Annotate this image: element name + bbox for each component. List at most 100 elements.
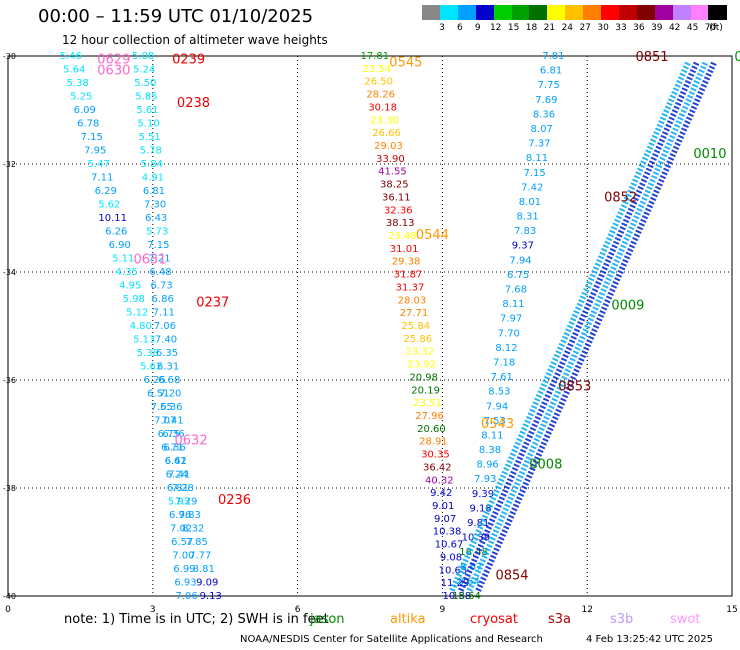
scale-swatch [636, 5, 656, 20]
wave-height-value: 7.02 [170, 524, 192, 535]
wave-height-value: 6.86 [152, 294, 174, 305]
scale-swatch [583, 5, 603, 20]
pass-label: 0238 [177, 96, 210, 111]
wave-height-value: 7.30 [144, 200, 166, 211]
scale-label: 42 [668, 23, 681, 33]
grid-lines [7, 55, 733, 597]
pass-label: 0545 [389, 55, 422, 70]
wave-height-value: 5.84 [141, 159, 163, 170]
wave-height-value: 20.19 [411, 385, 440, 396]
pass-label: 0008 [529, 458, 562, 473]
wave-height-value: 5.62 [140, 362, 162, 373]
wave-height-value: 9.81 [467, 518, 489, 529]
wave-height-value: 10.67 [435, 540, 464, 551]
wave-height-value: 4.80 [130, 321, 152, 332]
scale-label: 30 [597, 23, 609, 33]
wave-height-value: 30.18 [368, 102, 397, 113]
wave-height-value: 6.93 [174, 578, 196, 589]
wave-height-value: 6.26 [105, 227, 127, 238]
scale-swatch [439, 5, 459, 20]
wave-height-value: 4.91 [142, 173, 164, 184]
wave-height-value: 5.08 [132, 51, 154, 62]
wave-height-value: 5.51 [139, 132, 161, 143]
wave-height-value: 6.36 [160, 402, 182, 413]
wave-height-value: 6.31 [157, 362, 179, 373]
track-strip [458, 60, 700, 592]
wave-height-value: 10.11 [98, 213, 127, 224]
wave-height-value: 7.11 [91, 173, 113, 184]
wave-height-value: 18.48 [459, 547, 488, 558]
wave-height-value: 7.69 [535, 95, 557, 106]
wave-height-value: 28.03 [398, 295, 427, 306]
wave-height-value: 8.12 [495, 343, 517, 354]
wave-height-value: 6.73 [150, 281, 172, 292]
wave-height-value: 7.95 [84, 146, 106, 157]
wave-height-value: 26.66 [372, 128, 401, 139]
wave-height-value: 7.15 [147, 240, 169, 251]
wave-height-value: 7.75 [538, 80, 560, 91]
wave-height-value: 8.31 [516, 212, 538, 223]
pass-label: 0239 [172, 53, 205, 68]
wave-height-value: 6.51 [147, 389, 169, 400]
scale-label: 33 [615, 23, 627, 33]
wave-height-value: 6.48 [149, 267, 171, 278]
scale-swatch [690, 5, 710, 20]
wave-height-value: 6.81 [143, 186, 165, 197]
legend-s3b: s3b [610, 612, 634, 627]
wave-height-value: 9.13 [200, 591, 222, 602]
scale-swatch [618, 5, 638, 20]
pass-label: 0543 [481, 417, 514, 432]
wave-height-value: 9.39 [472, 489, 494, 500]
wave-height-value: 28.26 [366, 90, 395, 101]
wave-height-value: 20.60 [417, 424, 446, 435]
wave-height-value: 6.99 [173, 564, 195, 575]
wave-height-value: 5.85 [135, 92, 157, 103]
wave-height-value: 23.92 [407, 360, 436, 371]
pass-label: 0544 [416, 228, 449, 243]
scale-label: 27 [579, 23, 591, 33]
wave-height-value: 6.90 [109, 240, 131, 251]
wave-height-value: 6.24 [166, 470, 188, 481]
legend-jason: jason [310, 612, 345, 627]
wave-height-value: 7.06 [175, 591, 197, 602]
legend-altika: altika [390, 612, 426, 627]
wave-height-value: 6.71 [161, 443, 183, 454]
wave-height-value: 5.98 [123, 294, 145, 305]
wave-height-value: 6.35 [156, 348, 178, 359]
wave-height-value: 8.01 [519, 197, 541, 208]
wave-height-value: 5.73 [146, 227, 168, 238]
scale-swatch [475, 5, 495, 20]
wave-height-value: 7.21 [148, 254, 170, 265]
pass-label: 0854 [495, 568, 528, 583]
wave-height-value: 7.97 [500, 314, 522, 325]
scale-swatch [511, 5, 531, 20]
wave-height-value: 5.64 [63, 65, 85, 76]
pass-label: 0 [734, 50, 740, 65]
wave-height-value: 27.71 [400, 308, 429, 319]
wave-height-value: 7.37 [528, 139, 550, 150]
wave-height-value: 5.12 [126, 308, 148, 319]
scale-label: 39 [651, 23, 663, 33]
wave-height-value: 9.37 [512, 241, 534, 252]
wave-height-value: 7.83 [179, 510, 201, 521]
scale-swatch [457, 5, 477, 20]
scale-label: 45 [686, 23, 699, 33]
pass-label: 0851 [635, 50, 668, 65]
wave-height-value: 10.38 [433, 527, 462, 538]
wave-height-value: 5.61 [136, 105, 158, 116]
wave-height-value: 5.93 [168, 497, 190, 508]
map-frame [7, 55, 733, 597]
legend-swot: swot [670, 612, 701, 627]
wave-height-value: 9.42 [430, 488, 452, 499]
wave-height-value: 7.41 [168, 470, 190, 481]
wave-height-value: 6.09 [74, 105, 96, 116]
wave-height-value: 9.09 [196, 578, 218, 589]
pass-label: 0631 [133, 253, 166, 268]
wave-height-value: 4.95 [119, 281, 141, 292]
page-subtitle: 12 hour collection of altimeter wave hei… [62, 33, 328, 47]
scale-label: 9 [474, 23, 481, 33]
track-track-2: 5.08 5.24 5.50 5.85 5.61 5.10 5.51 5.78 5.84 4.91… [132, 51, 198, 602]
wave-height-value: 6.81 [167, 483, 189, 494]
lon-tick-label: 6 [295, 605, 301, 615]
